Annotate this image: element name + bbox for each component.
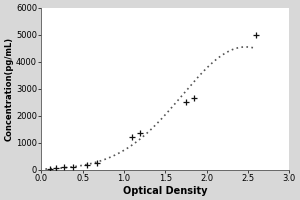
Y-axis label: Concentration(pg/mL): Concentration(pg/mL): [4, 37, 13, 141]
X-axis label: Optical Density: Optical Density: [123, 186, 208, 196]
